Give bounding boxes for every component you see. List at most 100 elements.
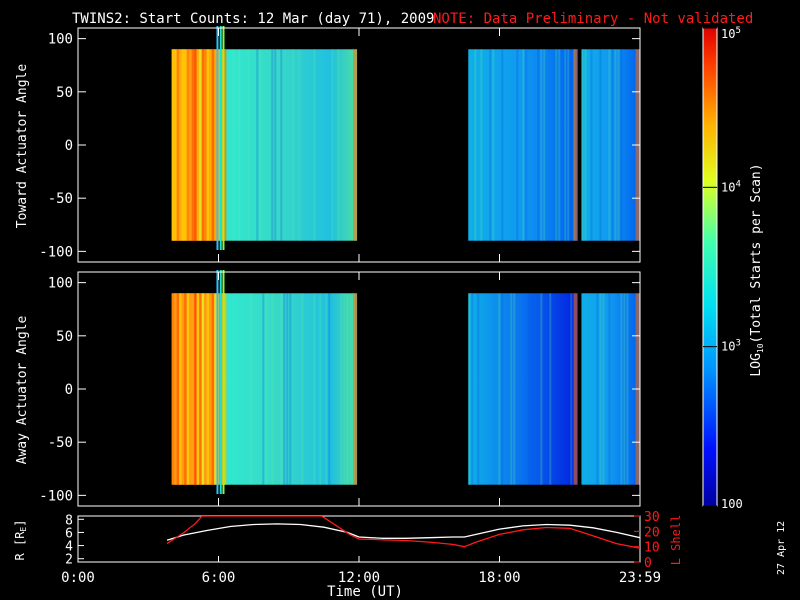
heatmap-stripe [516,49,519,241]
heatmap-stripe [206,49,210,241]
heatmap-stripe [184,293,187,485]
heatmap-stripe [204,49,207,241]
heatmap-stripe [531,293,534,485]
y-tick-label: 50 [56,329,73,345]
heatmap-block [581,293,640,485]
heatmap-stripe [480,49,483,241]
heatmap-stripe [596,293,599,485]
heatmap-stripe [584,49,587,241]
heatmap-stripe [513,293,516,485]
heatmap-stripe [181,293,185,485]
heatmap-stripe [292,49,295,241]
heatmap-stripe [176,49,180,241]
heatmap-stripe [256,49,259,241]
heatmap-stripe [214,293,217,485]
heatmap-stripe [611,49,614,241]
heatmap-stripe [201,293,205,485]
orbit-ylabel-left: R [RE] [13,520,28,561]
heatmap-stripe [558,49,561,241]
heatmap-block [468,49,578,241]
heatmap-stripe [340,293,343,485]
heatmap-spike [222,26,225,250]
time-axis: 0:00 6:00 12:00 18:00 23:59 [61,570,661,586]
x-tick-label: 12:00 [338,570,380,586]
heatmap-stripe [620,49,623,241]
orbit-left-tick-label: 8 [65,513,73,528]
heatmap-edge [353,293,358,485]
colorbar-tick-label: 104 [721,179,741,194]
heatmap-stripe [289,293,292,485]
heatmap-stripe [501,293,504,485]
heatmap-spike [219,270,222,494]
heatmap-stripe [599,49,602,241]
y-tick-label: 50 [56,85,73,101]
heatmap-stripe [171,293,175,485]
heatmap-stripe [280,293,283,485]
heatmap-stripe [346,293,349,485]
heatmap-stripe [271,293,274,485]
heatmap-edge [573,49,578,241]
x-tick-label: 18:00 [478,570,520,586]
heatmap-stripe [209,293,212,485]
heatmap-stripe [250,293,253,485]
heatmap-stripe [614,49,617,241]
bottom-ylabel: Away Actuator Angle [15,315,30,464]
x-tick-label: 23:59 [619,570,661,586]
heatmap-stripe [194,49,197,241]
heatmap-stripe [271,49,274,241]
orbit-left-tick-label: 2 [65,553,73,568]
heatmap-stripe [620,293,623,485]
colorbar-label: LOG10(Total Starts per Scan) [749,163,765,376]
heatmap-stripe [477,293,480,485]
heatmap-stripe [325,293,328,485]
heatmap-stripe [189,293,192,485]
heatmap-stripe [298,49,301,241]
figure-title: TWINS2: Start Counts: 12 Mar (day 71), 2… [72,11,434,27]
heatmap-stripe [570,293,573,485]
colorbar-tick-label: 103 [721,339,741,354]
heatmap-spike [219,26,222,250]
heatmap-stripe [196,49,200,241]
heatmap-stripe [537,49,540,241]
heatmap-stripe [191,49,195,241]
heatmap-stripe [186,49,190,241]
heatmap-stripe [301,293,304,485]
heatmap-stripe [211,293,215,485]
heatmap-block [226,49,358,241]
heatmap-stripe [189,49,192,241]
y-tick-label: -50 [48,435,73,451]
heatmap-stripe [196,293,200,485]
heatmap-stripe [179,49,182,241]
heatmap-stripe [232,49,235,241]
heatmap-stripe [179,293,182,485]
heatmap-stripe [543,49,546,241]
heatmap-stripe [522,49,525,241]
x-tick-label: 6:00 [202,570,236,586]
heatmap-stripe [259,49,262,241]
heatmap-stripe [313,49,316,241]
top-ylabel: Toward Actuator Angle [15,64,30,229]
y-tick-label: -100 [39,244,73,260]
lshell-line [166,516,640,549]
heatmap-stripe [343,293,346,485]
date-stamp: 27 Apr 12 [776,521,787,575]
heatmap-stripe [471,293,474,485]
heatmap-stripe [206,293,210,485]
preliminary-note: NOTE: Data Preliminary - Not validated [433,11,753,27]
orbit-right-tick-label: 20 [644,525,660,540]
y-tick-label: 100 [48,276,73,292]
heatmap-stripe [617,49,620,241]
heatmap-stripe [331,49,334,241]
heatmap-stripe [319,293,322,485]
heatmap-stripe [525,49,528,241]
heatmap-stripe [199,49,202,241]
y-tick-label: 100 [48,32,73,48]
colorbar-tick-label: 105 [721,26,741,41]
x-tick-label: 0:00 [61,570,95,586]
heatmap-stripe [468,293,471,485]
heatmap-spike [216,270,219,494]
heatmap-stripe [191,293,195,485]
heatmap-stripe [209,49,212,241]
